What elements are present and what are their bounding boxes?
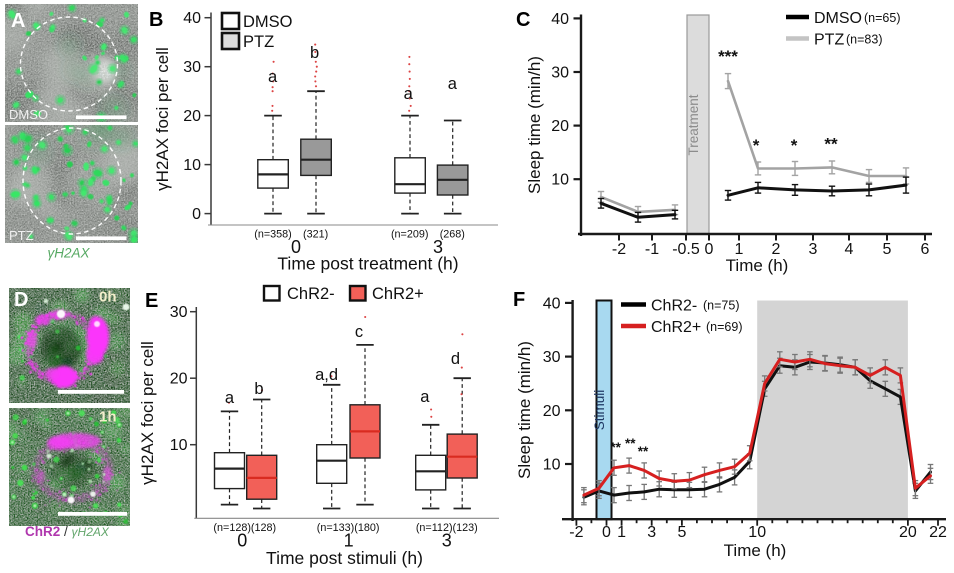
svg-text:γH2AX foci per cell: γH2AX foci per cell [153, 47, 172, 191]
svg-text:ChR2-: ChR2- [651, 298, 697, 315]
svg-text:a: a [404, 85, 414, 103]
svg-text:ChR2 / γH2AX: ChR2 / γH2AX [25, 524, 110, 539]
svg-text:0: 0 [291, 237, 301, 257]
svg-text:a: a [420, 388, 430, 406]
svg-text:(n=83): (n=83) [846, 33, 882, 47]
svg-text:4: 4 [845, 241, 854, 258]
svg-text:3: 3 [442, 531, 452, 551]
svg-text:30: 30 [543, 349, 561, 366]
svg-text:20: 20 [899, 524, 917, 541]
svg-text:0: 0 [705, 241, 714, 258]
svg-text:**: ** [824, 135, 838, 154]
svg-text:40: 40 [183, 10, 201, 27]
svg-text:**: ** [638, 444, 649, 459]
svg-text:0h: 0h [99, 289, 117, 306]
svg-text:DMSO: DMSO [814, 10, 862, 27]
svg-text:ChR2+: ChR2+ [372, 285, 424, 303]
svg-text:Sleep time (min/h): Sleep time (min/h) [515, 341, 534, 479]
svg-text:a: a [268, 68, 278, 86]
svg-text:10: 10 [543, 457, 561, 474]
svg-text:Stimuli: Stimuli [592, 390, 607, 431]
svg-text:a,d: a,d [315, 366, 338, 384]
svg-text:Time (h): Time (h) [726, 256, 789, 275]
svg-text:10: 10 [551, 172, 569, 189]
svg-text:*: * [791, 136, 798, 155]
svg-text:**: ** [610, 440, 621, 455]
svg-text:b: b [310, 44, 319, 62]
svg-text:γH2AX foci per cell: γH2AX foci per cell [138, 341, 157, 485]
svg-text:d: d [451, 350, 460, 368]
svg-text:-1: -1 [645, 241, 659, 258]
svg-text:1: 1 [617, 524, 626, 541]
svg-text:(n=128)(128): (n=128)(128) [213, 522, 276, 534]
svg-text:(n=209): (n=209) [391, 229, 429, 241]
svg-text:***: *** [718, 47, 738, 66]
svg-text:10: 10 [183, 157, 201, 174]
svg-text:40: 40 [551, 11, 569, 28]
svg-text:20: 20 [183, 108, 201, 125]
svg-text:(n=69): (n=69) [706, 320, 742, 334]
svg-text:PTZ: PTZ [814, 32, 844, 49]
svg-text:(321): (321) [303, 229, 328, 241]
svg-text:30: 30 [551, 65, 569, 82]
svg-text:*: * [753, 136, 760, 155]
svg-text:PTZ: PTZ [243, 33, 274, 51]
svg-text:10: 10 [748, 524, 766, 541]
svg-text:Sleep time (min/h): Sleep time (min/h) [525, 56, 544, 194]
svg-text:Time post stimuli (h): Time post stimuli (h) [266, 548, 423, 568]
svg-text:C: C [516, 9, 530, 31]
svg-text:10: 10 [170, 437, 188, 454]
svg-text:-2: -2 [612, 241, 626, 258]
svg-text:(n=133)(180): (n=133)(180) [317, 522, 380, 534]
svg-text:-2: -2 [569, 524, 583, 541]
svg-text:5: 5 [677, 524, 686, 541]
svg-text:0: 0 [602, 524, 611, 541]
svg-text:a: a [448, 75, 458, 93]
svg-text:40: 40 [543, 295, 561, 312]
svg-text:E: E [145, 290, 158, 312]
svg-text:a: a [225, 389, 235, 407]
svg-text:0: 0 [192, 206, 201, 223]
svg-text:5: 5 [883, 241, 892, 258]
svg-text:2: 2 [772, 241, 781, 258]
svg-text:F: F [513, 289, 525, 311]
svg-text:(268): (268) [440, 229, 465, 241]
svg-text:(n=75): (n=75) [703, 299, 739, 313]
svg-text:3: 3 [809, 241, 818, 258]
svg-text:3: 3 [433, 237, 443, 257]
svg-text:DMSO: DMSO [243, 13, 293, 31]
svg-text:(n=358): (n=358) [254, 229, 292, 241]
svg-text:DMSO: DMSO [9, 107, 48, 122]
svg-text:b: b [254, 380, 263, 398]
svg-text:6: 6 [921, 241, 930, 258]
svg-text:3: 3 [647, 524, 656, 541]
svg-text:Treatment: Treatment [686, 94, 701, 155]
svg-text:Time (h): Time (h) [724, 541, 787, 560]
svg-text:D: D [14, 289, 28, 311]
svg-text:Time post treatment (h): Time post treatment (h) [277, 254, 458, 274]
svg-text:1: 1 [344, 531, 354, 551]
svg-text:ChR2-: ChR2- [287, 285, 335, 303]
svg-text:22: 22 [929, 524, 947, 541]
svg-text:c: c [355, 323, 363, 341]
svg-text:30: 30 [183, 59, 201, 76]
svg-text:0: 0 [237, 531, 247, 551]
svg-text:**: ** [625, 436, 636, 451]
svg-text:20: 20 [543, 403, 561, 420]
svg-text:PTZ: PTZ [9, 228, 34, 243]
svg-text:(n=65): (n=65) [864, 11, 900, 25]
svg-text:γH2AX: γH2AX [47, 246, 90, 261]
svg-text:30: 30 [170, 304, 188, 321]
svg-text:-0.5: -0.5 [672, 241, 700, 258]
svg-text:(n=112)(123): (n=112)(123) [416, 522, 478, 534]
svg-text:1h: 1h [99, 409, 117, 426]
svg-text:20: 20 [170, 371, 188, 388]
svg-text:20: 20 [551, 118, 569, 135]
svg-text:B: B [149, 9, 163, 31]
svg-text:1: 1 [735, 241, 744, 258]
svg-text:A: A [11, 10, 25, 32]
svg-text:ChR2+: ChR2+ [651, 319, 701, 336]
